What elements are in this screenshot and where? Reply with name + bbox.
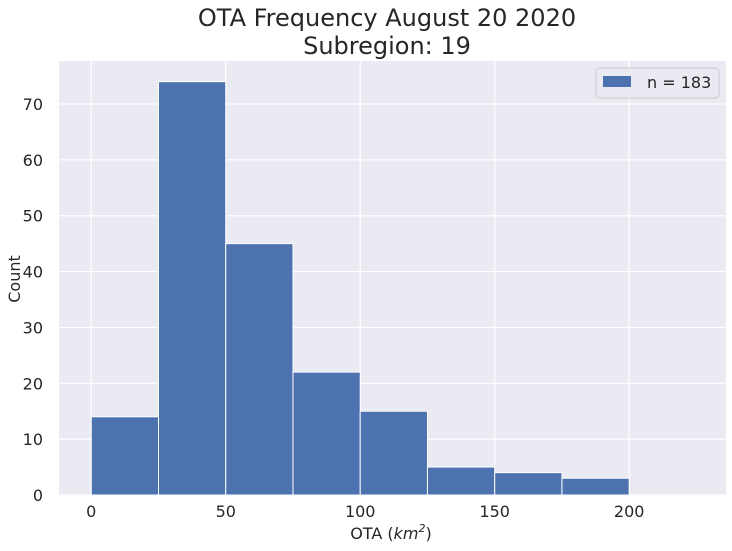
y-tick-labels: 0 10 20 30 40 50 60 70 xyxy=(23,95,43,505)
x-tick-label: 0 xyxy=(86,502,96,521)
bars xyxy=(90,81,630,496)
x-tick-label: 100 xyxy=(345,502,376,521)
y-tick-label: 30 xyxy=(23,318,43,337)
histogram-bar xyxy=(225,243,294,496)
legend-swatch xyxy=(603,76,631,87)
y-tick-label: 10 xyxy=(23,430,43,449)
histogram-bar xyxy=(561,477,630,496)
y-tick-label: 60 xyxy=(23,151,43,170)
histogram-bar xyxy=(426,466,496,496)
legend: n = 183 xyxy=(595,67,720,99)
legend-label: n = 183 xyxy=(647,73,711,92)
histogram-bar xyxy=(90,416,160,496)
histogram-bar xyxy=(158,81,227,496)
x-axis-label: OTA (km2) xyxy=(350,522,432,543)
x-tick-label: 50 xyxy=(216,502,236,521)
histogram-bar xyxy=(292,371,361,496)
y-axis-label: Count xyxy=(5,255,24,303)
legend-frame xyxy=(595,67,720,99)
chart-title-line-2: Subregion: 19 xyxy=(303,32,471,60)
histogram-bar xyxy=(359,410,428,496)
x-tick-labels: 0 50 100 150 200 xyxy=(86,502,644,521)
chart-title-line-1: OTA Frequency August 20 2020 xyxy=(198,4,576,32)
y-tick-label: 20 xyxy=(23,374,43,393)
histogram-bar xyxy=(494,472,563,496)
y-tick-label: 50 xyxy=(23,207,43,226)
x-tick-label: 200 xyxy=(614,502,645,521)
y-tick-label: 70 xyxy=(23,95,43,114)
y-tick-label: 40 xyxy=(23,263,43,282)
y-tick-label: 0 xyxy=(33,486,43,505)
x-tick-label: 150 xyxy=(479,502,510,521)
